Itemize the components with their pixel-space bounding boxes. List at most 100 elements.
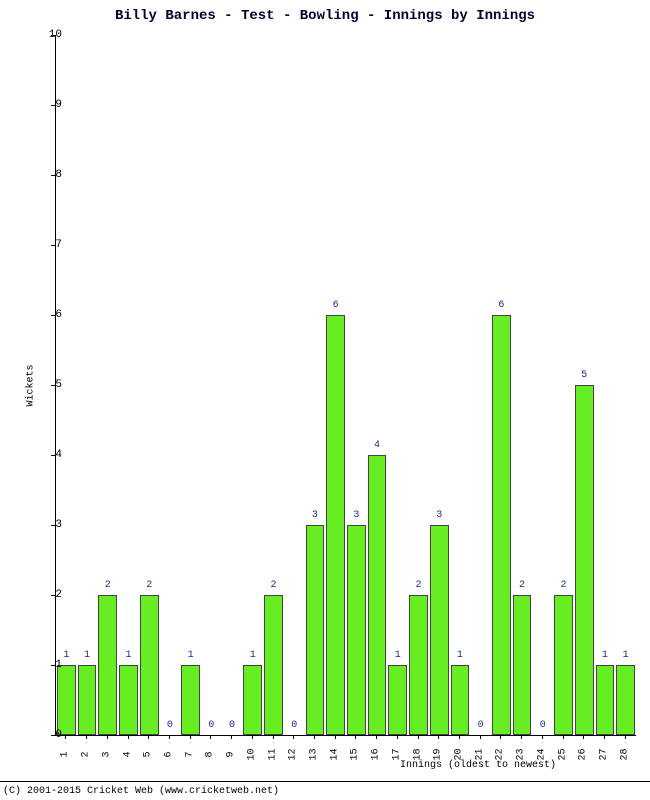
ytick-label: 6 [55,309,62,321]
bar-value-label: 1 [188,650,194,661]
xtick-label: 6 [163,751,174,757]
xtick-label: 17 [391,748,402,760]
ytick-mark [51,735,55,736]
xtick-label: 21 [474,748,485,760]
bar [347,525,366,735]
xtick-mark [376,735,377,739]
xtick-mark [273,735,274,739]
bar-value-label: 2 [105,580,111,591]
xtick-mark [252,735,253,739]
xtick-label: 5 [143,751,154,757]
xtick-mark [190,735,191,739]
xtick-mark [625,735,626,739]
xtick-label: 8 [205,751,216,757]
bar [57,665,76,735]
y-axis-label: Wickets [26,364,37,406]
xtick-mark [65,735,66,739]
bar-value-label: 1 [250,650,256,661]
bar-value-label: 4 [374,440,380,451]
copyright-text: (C) 2001-2015 Cricket Web (www.cricketwe… [3,786,279,797]
xtick-label: 28 [619,748,630,760]
bar-value-label: 0 [478,720,484,731]
xtick-label: 23 [516,748,527,760]
xtick-mark [128,735,129,739]
xtick-label: 16 [371,748,382,760]
bar-value-label: 6 [333,300,339,311]
x-axis-label: Innings (oldest to newest) [400,760,556,771]
xtick-label: 10 [246,748,257,760]
bar-value-label: 1 [63,650,69,661]
bar [575,385,594,735]
xtick-mark [418,735,419,739]
bar-value-label: 6 [498,300,504,311]
xtick-label: 20 [453,748,464,760]
ytick-label: 5 [55,379,62,391]
ytick-mark [51,385,55,386]
ytick-mark [51,595,55,596]
bar [181,665,200,735]
bar-value-label: 1 [623,650,629,661]
bar-value-label: 3 [353,510,359,521]
xtick-mark [397,735,398,739]
ytick-label: 4 [55,449,62,461]
xtick-label: 7 [184,751,195,757]
ytick-label: 3 [55,519,62,531]
ytick-mark [51,245,55,246]
xtick-label: 11 [267,748,278,760]
xtick-mark [355,735,356,739]
xtick-mark [210,735,211,739]
xtick-mark [438,735,439,739]
xtick-label: 2 [81,751,92,757]
bar [306,525,325,735]
bar [326,315,345,735]
chart-container: Billy Barnes - Test - Bowling - Innings … [0,0,650,800]
bar [554,595,573,735]
xtick-mark [500,735,501,739]
xtick-label: 15 [350,748,361,760]
bar-value-label: 0 [229,720,235,731]
xtick-mark [604,735,605,739]
xtick-mark [335,735,336,739]
bar-value-label: 2 [270,580,276,591]
ytick-label: 0 [55,729,62,741]
bar [243,665,262,735]
xtick-label: 26 [578,748,589,760]
bar-value-label: 2 [560,580,566,591]
xtick-label: 18 [412,748,423,760]
xtick-label: 1 [60,751,71,757]
ytick-mark [51,175,55,176]
bar-value-label: 5 [581,370,587,381]
ytick-label: 2 [55,589,62,601]
xtick-label: 19 [433,748,444,760]
xtick-label: 12 [288,748,299,760]
bar [119,665,138,735]
xtick-mark [86,735,87,739]
bar-value-label: 0 [208,720,214,731]
bar [513,595,532,735]
xtick-mark [459,735,460,739]
bar-value-label: 1 [125,650,131,661]
xtick-label: 9 [226,751,237,757]
bar [78,665,97,735]
ytick-mark [51,455,55,456]
bar [409,595,428,735]
xtick-label: 13 [308,748,319,760]
ytick-mark [51,525,55,526]
xtick-label: 4 [122,751,133,757]
bar-value-label: 1 [602,650,608,661]
bar [140,595,159,735]
bar-value-label: 2 [415,580,421,591]
xtick-mark [542,735,543,739]
bar [264,595,283,735]
plot-area: 1121201001203634123106202511 [55,35,636,736]
xtick-mark [231,735,232,739]
bar [616,665,635,735]
xtick-mark [521,735,522,739]
xtick-label: 24 [536,748,547,760]
ytick-label: 7 [55,239,62,251]
ytick-label: 9 [55,99,62,111]
xtick-mark [148,735,149,739]
ytick-mark [51,35,55,36]
bar [596,665,615,735]
xtick-label: 3 [101,751,112,757]
